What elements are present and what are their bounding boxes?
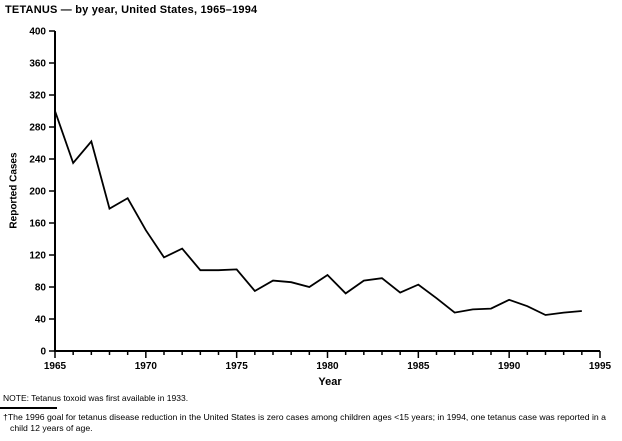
y-tick-label: 80	[35, 283, 47, 294]
x-axis-title: Year	[318, 376, 342, 388]
y-tick-label: 320	[29, 91, 46, 102]
chart-canvas: 0 40 80 120 160 200 240 280 320 360 400 1965 1970 197…	[29, 27, 612, 373]
x-tick-label: 1985	[407, 361, 430, 372]
x-tick-label: 1970	[135, 361, 158, 372]
chart-title: TETANUS — by year, United States, 1965–1…	[5, 4, 258, 16]
x-tick-label: 1965	[44, 361, 67, 372]
y-tick-label: 360	[29, 59, 46, 70]
data-line	[54, 110, 582, 316]
y-tick-label: 120	[29, 251, 46, 262]
x-tick-label: 1975	[226, 361, 249, 372]
footnote-marker: †	[3, 412, 8, 422]
y-tick-label: 200	[29, 187, 46, 198]
y-tick-label: 280	[29, 123, 46, 134]
x-tick-label: 1980	[316, 361, 339, 372]
y-tick-label: 40	[35, 315, 47, 326]
footnote: †The 1996 goal for tetanus disease reduc…	[3, 412, 622, 435]
footnote-rule	[0, 407, 57, 409]
y-tick-label: 400	[29, 27, 46, 38]
x-tick-label: 1990	[498, 361, 521, 372]
footnote-text: The 1996 goal for tetanus disease reduct…	[7, 412, 606, 434]
note-text: NOTE: Tetanus toxoid was first available…	[3, 393, 189, 403]
y-tick-label: 0	[40, 347, 46, 358]
x-tick-label: 1995	[589, 361, 612, 372]
y-tick-label: 240	[29, 155, 46, 166]
y-tick-label: 160	[29, 219, 46, 230]
